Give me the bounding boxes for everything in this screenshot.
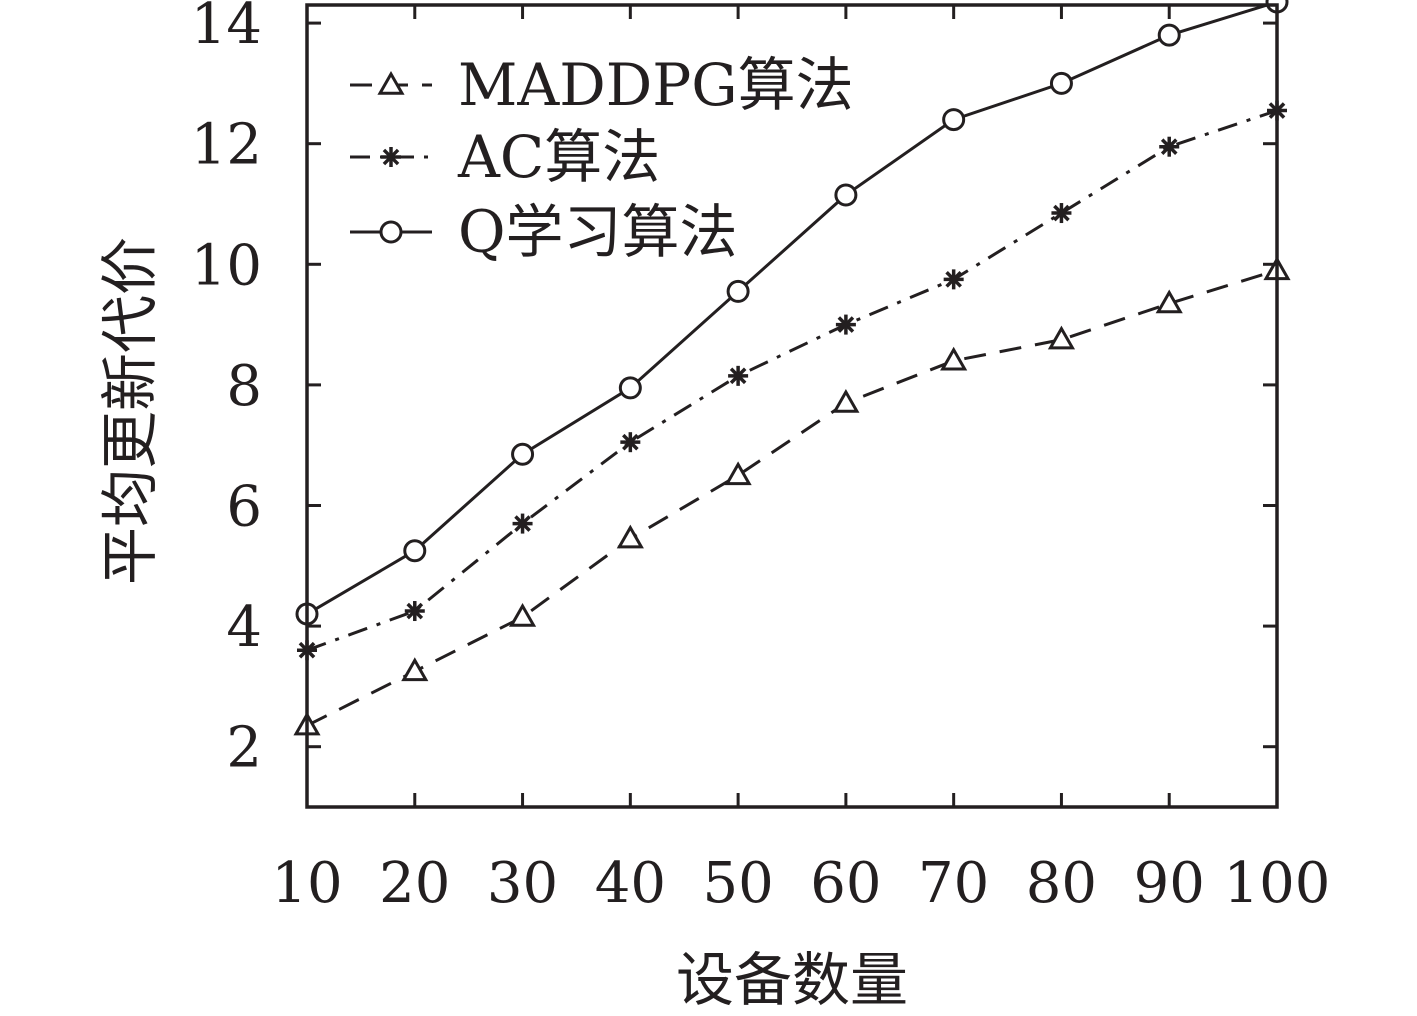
tick-labels: 10 20 30 40 50 60 70 80 90 100 2 4 6 8 10 12 14 bbox=[191, 0, 1331, 916]
legend-item: MADDPG算法 bbox=[350, 51, 854, 119]
series-asterisk bbox=[297, 100, 1287, 661]
data-point bbox=[403, 539, 427, 563]
legend-marker bbox=[379, 220, 403, 244]
data-point bbox=[1049, 71, 1073, 95]
x-tick-label: 90 bbox=[1134, 851, 1205, 916]
legend-item: Q学习算法 bbox=[350, 198, 738, 266]
axis-ticks bbox=[305, 5, 1279, 807]
x-tick-label: 20 bbox=[379, 851, 450, 916]
x-tick-label: 60 bbox=[810, 851, 881, 916]
data-point bbox=[724, 461, 752, 486]
legend-label: Q学习算法 bbox=[458, 198, 738, 266]
x-tick-label: 70 bbox=[918, 851, 989, 916]
data-point bbox=[618, 376, 642, 400]
data-point bbox=[512, 513, 533, 534]
legend-item: AC算法 bbox=[350, 123, 660, 191]
legend-label: MADDPG算法 bbox=[458, 51, 854, 119]
series-line bbox=[306, 109, 1278, 652]
x-tick-label: 50 bbox=[702, 851, 773, 916]
y-axis-title: 平均更新代价 bbox=[96, 237, 164, 585]
y-tick-label: 4 bbox=[226, 595, 262, 660]
data-point bbox=[508, 603, 537, 627]
x-tick-label: 10 bbox=[271, 851, 342, 916]
data-point bbox=[404, 601, 425, 622]
legend-marker bbox=[377, 70, 405, 95]
data-point bbox=[726, 279, 750, 303]
data-point bbox=[620, 432, 641, 453]
series-triangle bbox=[293, 256, 1291, 736]
data-point bbox=[832, 388, 860, 413]
plot-area bbox=[293, 0, 1291, 736]
data-point bbox=[835, 314, 856, 335]
data-point bbox=[940, 346, 968, 371]
y-tick-label: 8 bbox=[226, 354, 262, 419]
data-point bbox=[616, 524, 644, 549]
x-tick-label: 100 bbox=[1224, 851, 1331, 916]
x-tick-label: 30 bbox=[487, 851, 558, 916]
data-point bbox=[511, 442, 535, 466]
y-tick-label: 14 bbox=[191, 0, 262, 57]
series-circle bbox=[295, 0, 1289, 626]
y-tick-label: 2 bbox=[226, 716, 262, 781]
data-point bbox=[728, 365, 749, 386]
x-axis-title: 设备数量 bbox=[676, 946, 908, 1014]
x-tick-label: 80 bbox=[1026, 851, 1097, 916]
legend-label: AC算法 bbox=[457, 123, 660, 191]
data-point bbox=[1047, 325, 1076, 350]
series-line bbox=[306, 0, 1278, 616]
data-point bbox=[1155, 289, 1183, 314]
plot-frame bbox=[305, 3, 1279, 809]
data-point bbox=[943, 269, 964, 290]
y-tick-label: 12 bbox=[191, 113, 262, 178]
series-line bbox=[306, 268, 1278, 727]
data-point bbox=[1051, 203, 1072, 224]
data-point bbox=[834, 183, 858, 207]
y-tick-label: 10 bbox=[191, 233, 262, 298]
data-point bbox=[401, 657, 429, 682]
data-point bbox=[1157, 23, 1181, 47]
x-tick-label: 40 bbox=[595, 851, 666, 916]
legend-marker bbox=[381, 147, 401, 167]
data-point bbox=[942, 108, 966, 132]
y-tick-label: 6 bbox=[226, 474, 262, 539]
data-point bbox=[1159, 136, 1180, 157]
